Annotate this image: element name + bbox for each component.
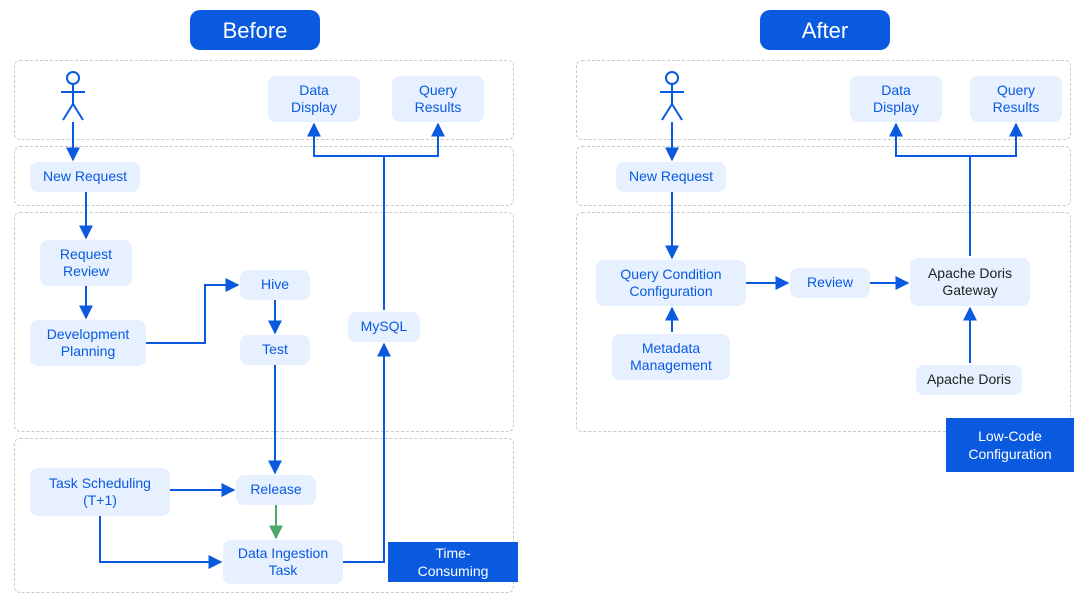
badge-time-consuming: Time-Consuming xyxy=(388,542,518,582)
node-after-data_display: Data Display xyxy=(850,76,942,122)
node-before-mysql: MySQL xyxy=(348,312,420,342)
node-after-query_results: Query Results xyxy=(970,76,1062,122)
node-before-ingestion: Data Ingestion Task xyxy=(223,540,343,584)
panel-after-2 xyxy=(576,212,1071,432)
node-before-task_sched: Task Scheduling (T+1) xyxy=(30,468,170,516)
node-after-review: Review xyxy=(790,268,870,298)
node-before-release: Release xyxy=(236,475,316,505)
node-before-hive: Hive xyxy=(240,270,310,300)
title-before: Before xyxy=(190,10,320,50)
diagram-canvas: Before After Data Display Query Results Ne… xyxy=(0,0,1080,601)
user-icon xyxy=(55,70,91,122)
title-after: After xyxy=(760,10,890,50)
node-after-metadata: Metadata Management xyxy=(612,334,730,380)
node-after-new_request: New Request xyxy=(616,162,726,192)
node-before-new_request: New Request xyxy=(30,162,140,192)
node-before-test: Test xyxy=(240,335,310,365)
node-after-doris_gw: Apache Doris Gateway xyxy=(910,258,1030,306)
node-after-doris: Apache Doris xyxy=(916,365,1022,395)
badge-low-code: Low-Code Configuration xyxy=(946,418,1074,472)
node-before-dev_planning: Development Planning xyxy=(30,320,146,366)
node-before-data_display: Data Display xyxy=(268,76,360,122)
user-icon xyxy=(654,70,690,122)
node-before-request_review: Request Review xyxy=(40,240,132,286)
node-after-query_cond: Query Condition Configuration xyxy=(596,260,746,306)
node-before-query_results: Query Results xyxy=(392,76,484,122)
